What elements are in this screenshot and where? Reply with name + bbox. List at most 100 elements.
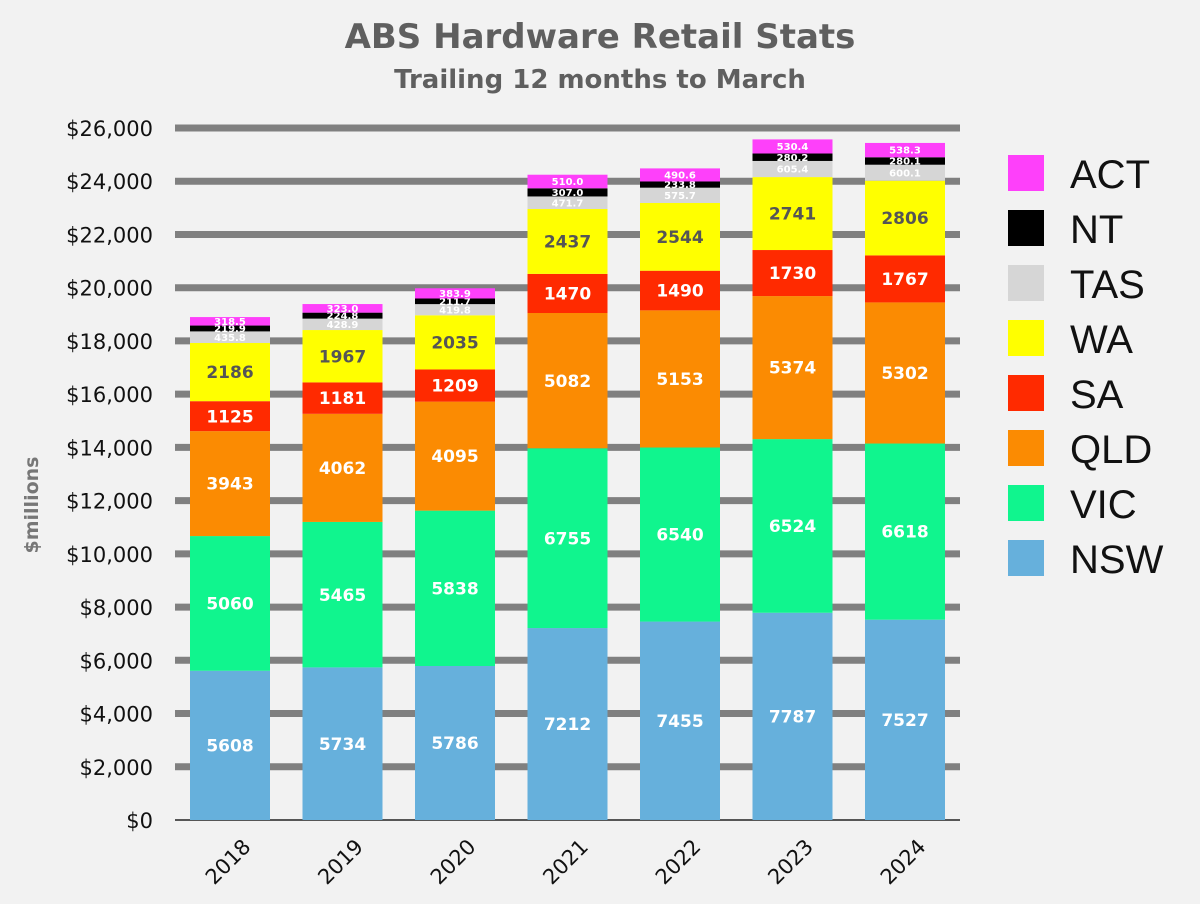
y-tick-label: $24,000 [66, 170, 153, 194]
data-label: 6755 [544, 529, 591, 549]
data-label: 211.7 [439, 297, 471, 308]
bar-segment-vic [415, 510, 495, 667]
legend-label: VIC [1070, 483, 1137, 527]
data-label: 5060 [206, 595, 253, 615]
legend-label: QLD [1070, 428, 1152, 472]
bar-segment-wa [640, 203, 720, 271]
legend-swatch [1008, 375, 1044, 411]
legend-item-nsw: NSW [1008, 538, 1164, 582]
bar-segment-vic [527, 448, 608, 629]
bar-segment-nt [752, 153, 833, 161]
x-tick-label: 2018 [201, 835, 256, 890]
data-label: 435.8 [214, 333, 246, 344]
bar-segment-vic [190, 536, 270, 671]
legend-swatch [1008, 155, 1044, 191]
bar-segment-sa [302, 382, 383, 414]
bar-segment-vic [752, 439, 833, 613]
y-tick-label: $8,000 [80, 596, 153, 620]
bar-segment-sa [752, 250, 833, 297]
bar-segment-nsw [752, 612, 833, 820]
legend-item-qld: QLD [1008, 428, 1152, 472]
data-label: 3943 [206, 475, 253, 495]
bar-segment-wa [190, 342, 270, 402]
bar-segment-wa [527, 209, 608, 274]
chart-title: ABS Hardware Retail Stats [345, 17, 856, 57]
legend-label: WA [1070, 318, 1133, 362]
bar-segment-nt [640, 181, 720, 188]
bar-segment-nsw [865, 619, 945, 820]
data-label: 6524 [769, 517, 816, 537]
bar-segment-wa [302, 330, 383, 383]
bar-segment-tas [190, 331, 270, 343]
data-label: 1767 [881, 270, 928, 290]
y-tick-label: $12,000 [66, 490, 153, 514]
bar-segment-qld [527, 313, 608, 449]
y-tick-label: $14,000 [66, 436, 153, 460]
y-tick-label: $16,000 [66, 383, 153, 407]
legend-label: SA [1070, 373, 1124, 417]
data-label: 530.4 [777, 142, 809, 153]
bar-segment-vic [302, 521, 383, 668]
legend-swatch [1008, 320, 1044, 356]
bar-segment-nt [190, 325, 270, 332]
data-label: 318.5 [214, 317, 246, 328]
data-label: 510.0 [552, 177, 584, 188]
y-tick-label: $4,000 [80, 703, 153, 727]
data-label: 600.1 [889, 168, 921, 179]
legend-swatch [1008, 265, 1044, 301]
data-label: 1967 [319, 347, 366, 367]
data-label: 490.6 [664, 171, 696, 182]
bar-segment-qld [640, 310, 720, 448]
bar-segment-sa [527, 273, 608, 314]
bar-segment-tas [752, 160, 833, 178]
legend-item-vic: VIC [1008, 483, 1137, 527]
data-label: 5465 [319, 586, 366, 606]
data-label: 538.3 [889, 146, 921, 157]
bar-segment-act [640, 168, 720, 182]
legend-label: TAS [1070, 263, 1145, 307]
data-label: 1209 [431, 377, 478, 397]
y-tick-label: $10,000 [66, 543, 153, 567]
data-label: 419.8 [439, 305, 471, 316]
bar-segment-tas [302, 318, 383, 331]
legend-swatch [1008, 210, 1044, 246]
data-label: 471.7 [552, 198, 584, 209]
legend-item-nt: NT [1008, 208, 1123, 252]
bar-segment-qld [415, 401, 495, 511]
bar-segment-nsw [640, 621, 720, 820]
bar-segment-qld [865, 302, 945, 444]
bar-segment-tas [415, 304, 495, 316]
data-label: 4062 [319, 459, 366, 479]
y-tick-label: $18,000 [66, 330, 153, 354]
x-tick-label: 2022 [651, 835, 706, 890]
data-label: 428.9 [327, 320, 359, 331]
x-tick-label: 2024 [876, 835, 931, 890]
data-label: 280.1 [889, 157, 921, 168]
bar-segment-act [865, 142, 945, 158]
bars: 56085060394311252186435.8219.9318.557345… [190, 139, 945, 820]
bar-segment-qld [190, 431, 270, 537]
data-label: 2035 [431, 333, 478, 353]
bar-segment-nsw [190, 670, 270, 820]
data-label: 1730 [769, 264, 816, 284]
y-axis-label: $millions [21, 457, 43, 554]
x-tick-label: 2020 [426, 835, 481, 890]
bar-segment-nt [865, 157, 945, 165]
data-label: 2186 [206, 363, 253, 383]
data-label: 5302 [881, 364, 928, 384]
x-tick-label: 2021 [538, 835, 593, 890]
legend-item-wa: WA [1008, 318, 1133, 362]
data-label: 7527 [881, 711, 928, 731]
data-label: 383.9 [439, 289, 471, 300]
bar-segment-nsw [527, 628, 608, 820]
x-tick-label: 2023 [763, 835, 818, 890]
bar-segment-qld [752, 296, 833, 440]
legend-swatch [1008, 485, 1044, 521]
data-label: 5734 [319, 735, 366, 755]
data-label: 1490 [656, 282, 703, 302]
